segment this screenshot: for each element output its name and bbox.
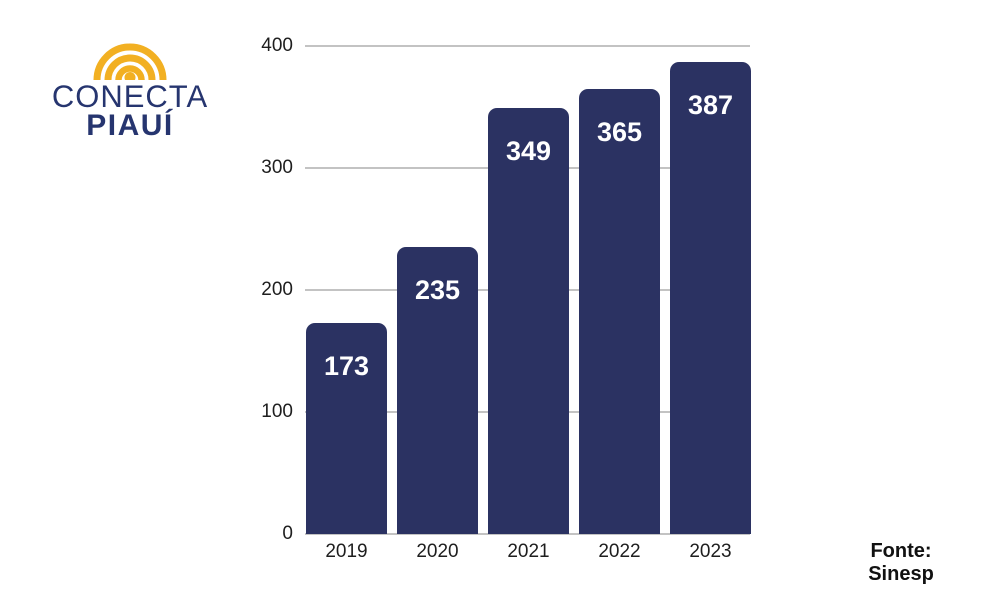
bar-value-label-2020: 235 bbox=[414, 275, 461, 306]
x-axis-label-2021: 2021 bbox=[507, 541, 550, 562]
logo: CONECTA PIAUÍ bbox=[40, 40, 220, 142]
logo-text-piaui: PIAUÍ bbox=[86, 109, 174, 142]
x-axis-label-2022: 2022 bbox=[598, 541, 641, 562]
bar-2020: 235 bbox=[397, 247, 478, 534]
x-axis-label-2019: 2019 bbox=[325, 541, 368, 562]
rainbow-arcs-icon bbox=[93, 43, 167, 80]
bar-2023: 387 bbox=[670, 61, 751, 534]
x-axis-label-2020: 2020 bbox=[416, 541, 459, 562]
plot-area: 173 235 349 365 387 bbox=[305, 45, 751, 535]
bar-value-label-2021: 349 bbox=[505, 136, 552, 167]
y-tick-label-400: 400 bbox=[261, 35, 293, 56]
x-axis-label-2023: 2023 bbox=[689, 541, 732, 562]
bar-2021: 349 bbox=[488, 108, 569, 534]
bar-value-label-2022: 365 bbox=[596, 116, 643, 147]
y-tick-label-300: 300 bbox=[261, 157, 293, 178]
gridline-400 bbox=[305, 45, 750, 47]
y-tick-label-100: 100 bbox=[261, 401, 293, 422]
y-tick-label-200: 200 bbox=[261, 279, 293, 300]
source-label: Fonte: Sinesp bbox=[868, 540, 934, 585]
bar-2019: 173 bbox=[306, 322, 387, 534]
logo-text-conecta: CONECTA bbox=[51, 78, 209, 115]
gridline-0 bbox=[305, 533, 750, 535]
bar-2022: 365 bbox=[579, 88, 660, 534]
bar-value-label-2019: 173 bbox=[323, 350, 370, 381]
bar-value-label-2023: 387 bbox=[687, 89, 734, 120]
y-tick-label-0: 0 bbox=[282, 523, 293, 544]
